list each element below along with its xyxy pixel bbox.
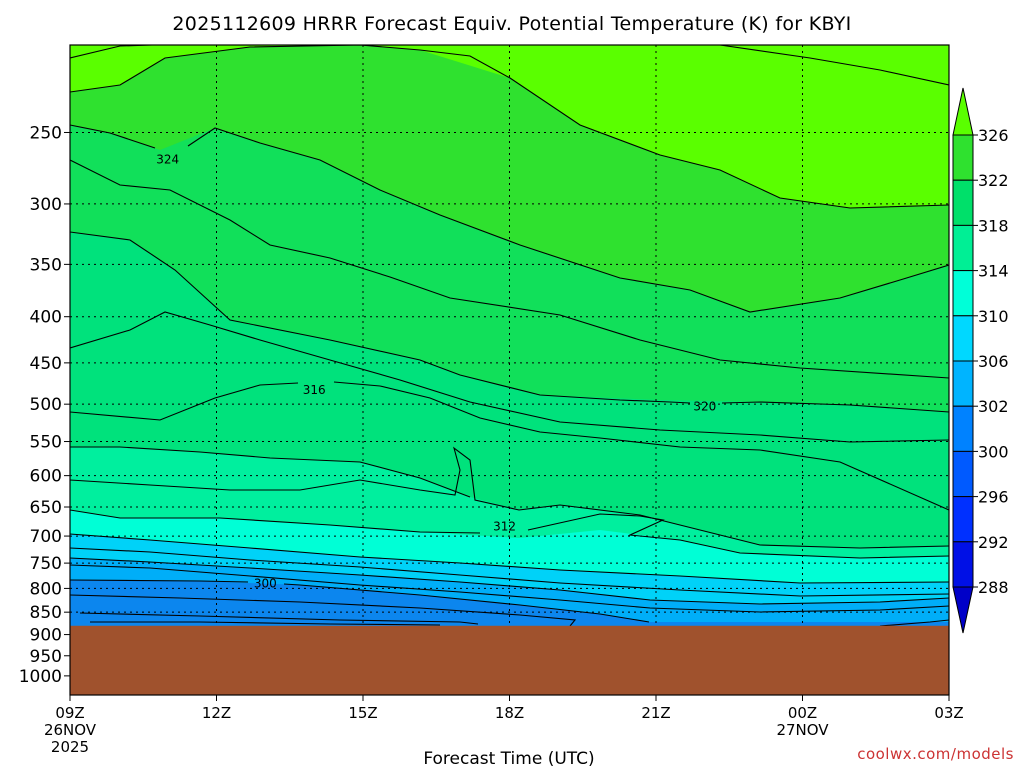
colorbar-swatch [952, 270, 974, 317]
colorbar-label: 318 [978, 216, 1009, 235]
x-axis-label: Forecast Time (UTC) [423, 749, 594, 768]
colorbar-label: 296 [978, 488, 1009, 507]
x-tick-label: 12Z [202, 704, 231, 722]
contour-line [79, 612, 479, 625]
contour-label: 320 [693, 400, 716, 414]
y-tick-label: 600 [30, 467, 62, 487]
contour-line [70, 446, 949, 549]
contour-line [70, 311, 949, 443]
y-tick-label: 350 [30, 255, 62, 275]
y-tick-label: 250 [30, 123, 62, 143]
x-tick-label: 03Z [934, 704, 963, 722]
colorbar-swatch [952, 179, 974, 226]
colorbar-label: 326 [978, 126, 1009, 145]
ground-fill [70, 625, 949, 695]
colorbar-label: 300 [978, 442, 1009, 461]
plot-area: 324 316 320 312 300 [70, 45, 949, 695]
contour-line [70, 382, 299, 421]
y-axis: 250 300 350 400 450 500 550 600 650 700 750 800 850 9… [19, 123, 70, 687]
x-tick-date: 27NOV [776, 721, 829, 739]
colorbar-label: 314 [978, 262, 1009, 281]
contour-labels: 324 316 320 312 300 [156, 153, 716, 591]
y-tick-label: 800 [30, 579, 62, 599]
contour-line [719, 45, 949, 86]
colorbar-swatch [952, 224, 974, 272]
y-tick-label: 850 [30, 603, 62, 623]
colorbar-arrow-bottom [952, 586, 974, 634]
contour-label: 312 [493, 519, 516, 533]
contour-line [70, 45, 167, 59]
colorbar-swatch [952, 315, 974, 362]
y-tick-label: 650 [30, 498, 62, 518]
contour-line [70, 231, 691, 404]
y-tick-label: 550 [30, 433, 62, 453]
y-tick-label: 300 [30, 195, 62, 215]
contour-line [70, 579, 249, 583]
contour-line [283, 583, 650, 623]
colorbar-label: 310 [978, 307, 1009, 326]
y-tick-label: 900 [30, 626, 62, 646]
x-tick-label: 15Z [348, 704, 377, 722]
contour-label: 324 [156, 153, 179, 167]
x-tick-label: 18Z [495, 704, 524, 722]
x-tick-label: 09Z [55, 704, 84, 722]
contour-line [70, 564, 949, 613]
x-tick-label: 21Z [641, 704, 670, 722]
x-tick-date: 26NOV [44, 721, 97, 739]
y-tick-label: 700 [30, 527, 62, 547]
colorbar-label: 292 [978, 533, 1009, 552]
colorbar-label: 322 [978, 171, 1009, 190]
contour-lines [70, 45, 949, 627]
contour-line [70, 446, 471, 498]
x-tick-year: 2025 [51, 738, 89, 756]
contour-line [527, 513, 949, 559]
contour-line [187, 127, 949, 313]
contour-label: 316 [303, 383, 326, 397]
contour-line [70, 509, 481, 534]
colorbar-label: 306 [978, 352, 1009, 371]
colorbar-swatch [952, 405, 974, 452]
colorbar-label: 288 [978, 578, 1009, 597]
colorbar-label: 302 [978, 397, 1009, 416]
colorbar-swatch [952, 450, 974, 498]
y-tick-label: 750 [30, 554, 62, 574]
colorbar: 326 322 318 314 310 306 302 300 296 292 288 [952, 87, 1009, 634]
y-tick-label: 400 [30, 308, 62, 328]
colorbar-swatch [952, 496, 974, 543]
contour-label: 300 [254, 576, 277, 590]
colorbar-swatch [952, 360, 974, 407]
colorbar-swatch [952, 541, 974, 588]
y-tick-label: 450 [30, 354, 62, 374]
chart-title: 2025112609 HRRR Forecast Equiv. Potentia… [172, 13, 851, 35]
contour-line [879, 619, 949, 627]
colorbar-arrow-top [952, 87, 974, 136]
contour-line [70, 594, 577, 627]
contour-line [70, 547, 949, 597]
contour-line [70, 124, 156, 149]
colorbar-swatch [952, 134, 974, 181]
x-tick-label: 00Z [788, 704, 817, 722]
y-tick-label: 500 [30, 395, 62, 415]
contour-line [333, 381, 949, 511]
y-tick-label: 950 [30, 647, 62, 667]
contour-line [70, 159, 949, 379]
credit-text: coolwx.com/models [857, 745, 1014, 763]
contour-line [70, 45, 949, 209]
contour-line [90, 621, 441, 626]
y-tick-label: 1000 [19, 667, 62, 687]
contour-line [721, 401, 949, 413]
